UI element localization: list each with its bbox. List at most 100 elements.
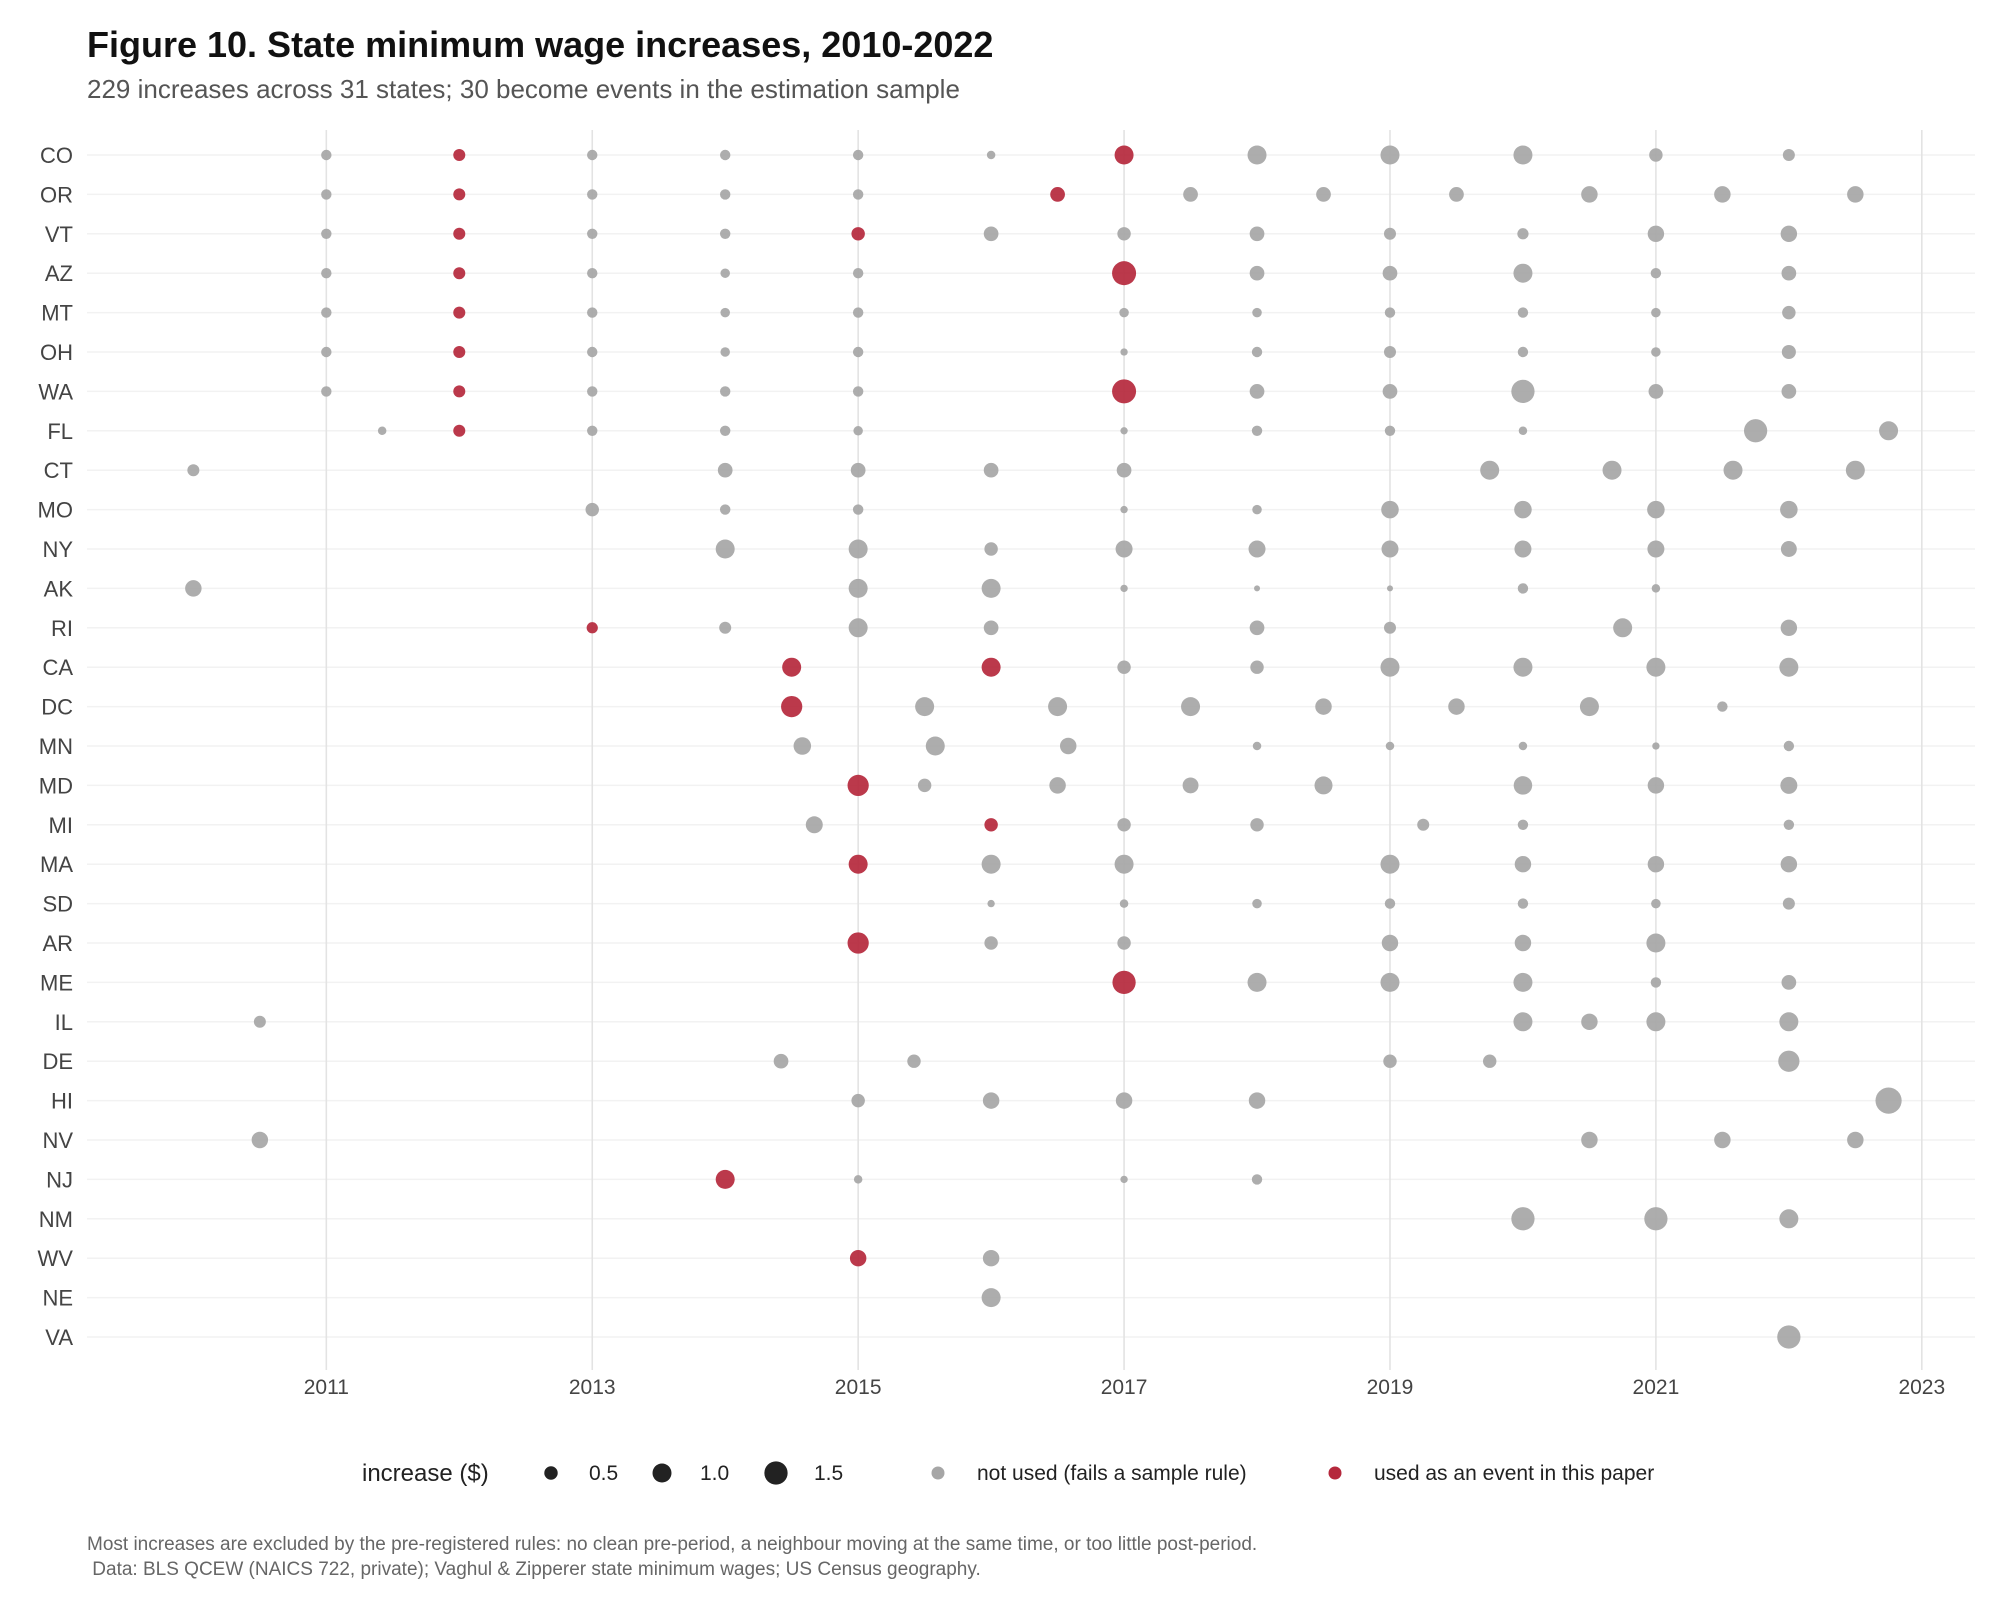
point-not-used — [587, 228, 598, 240]
point-not-used — [1517, 307, 1529, 318]
point-not-used — [773, 1053, 789, 1069]
point-not-used — [1048, 697, 1068, 717]
point-not-used — [1723, 460, 1743, 480]
point-not-used — [1251, 346, 1263, 358]
point-not-used — [1651, 347, 1661, 357]
point-not-used — [720, 347, 730, 357]
point-not-used — [1382, 384, 1398, 399]
point-not-used — [321, 228, 332, 240]
point-not-used — [1651, 584, 1661, 593]
x-tick-label: 2023 — [1898, 1376, 1945, 1399]
size-legend-label: 1.0 — [700, 1462, 729, 1485]
point-used — [453, 345, 466, 359]
y-tick-label: OH — [40, 340, 73, 365]
point-not-used — [1449, 187, 1464, 202]
point-not-used — [321, 149, 332, 161]
point-not-used — [1514, 500, 1532, 519]
point-not-used — [1780, 855, 1798, 873]
y-tick-label: IL — [55, 1010, 73, 1035]
point-not-used — [1480, 460, 1500, 480]
point-not-used — [852, 307, 864, 318]
point-used — [453, 424, 466, 437]
point-not-used — [1513, 263, 1533, 283]
point-not-used — [1778, 1050, 1800, 1072]
point-not-used — [1517, 819, 1529, 831]
point-not-used — [1381, 500, 1399, 519]
point-not-used — [1647, 855, 1665, 873]
point-used — [851, 227, 865, 241]
point-used — [848, 854, 868, 874]
point-not-used — [1513, 1012, 1533, 1032]
point-not-used — [1380, 145, 1400, 165]
point-not-used — [1513, 145, 1533, 165]
point-not-used — [1644, 1207, 1668, 1231]
point-not-used — [1652, 742, 1660, 750]
color-legend-label: used as an event in this paper — [1374, 1462, 1654, 1485]
point-not-used — [1743, 419, 1768, 443]
y-tick-label: NY — [42, 537, 73, 562]
point-not-used — [981, 854, 1001, 874]
point-not-used — [321, 267, 332, 279]
y-tick-label: WA — [38, 379, 73, 404]
point-not-used — [984, 542, 998, 556]
point-not-used — [1782, 305, 1796, 320]
point-not-used — [852, 267, 864, 279]
point-not-used — [1514, 934, 1532, 952]
point-not-used — [925, 736, 945, 756]
point-used — [453, 385, 466, 398]
y-tick-label: HI — [51, 1089, 73, 1114]
chart-caption: Most increases are excluded by the pre-r… — [87, 1532, 1257, 1582]
point-not-used — [983, 620, 999, 636]
point-not-used — [1249, 384, 1265, 399]
point-not-used — [1511, 379, 1535, 404]
point-not-used — [1581, 186, 1598, 203]
color-legend-label: not used (fails a sample rule) — [977, 1462, 1247, 1485]
point-not-used — [915, 697, 935, 717]
point-not-used — [1448, 698, 1465, 715]
point-used — [1112, 379, 1137, 404]
point-not-used — [321, 307, 332, 318]
point-not-used — [1120, 1175, 1128, 1184]
point-not-used — [1250, 660, 1264, 674]
point-not-used — [717, 462, 733, 478]
point-not-used — [1383, 1054, 1397, 1068]
point-not-used — [1117, 227, 1131, 241]
point-not-used — [850, 462, 866, 478]
y-tick-label: MI — [49, 813, 73, 838]
point-not-used — [1646, 933, 1666, 953]
point-not-used — [719, 425, 731, 437]
point-not-used — [1579, 697, 1599, 717]
y-tick-label: NV — [42, 1128, 73, 1153]
point-not-used — [185, 580, 202, 597]
point-not-used — [1517, 898, 1529, 909]
point-not-used — [1382, 265, 1398, 281]
point-not-used — [848, 578, 868, 598]
point-not-used — [848, 539, 868, 559]
point-not-used — [1648, 384, 1664, 399]
size-legend-key — [652, 1463, 672, 1483]
point-not-used — [587, 386, 598, 397]
point-not-used — [587, 346, 598, 358]
point-not-used — [1381, 540, 1399, 558]
y-tick-label: RI — [51, 616, 73, 641]
point-not-used — [585, 502, 599, 517]
point-not-used — [1650, 267, 1662, 279]
point-not-used — [1781, 975, 1797, 990]
point-not-used — [1252, 504, 1262, 515]
point-not-used — [1513, 776, 1533, 795]
point-not-used — [1380, 854, 1400, 874]
point-not-used — [1384, 898, 1396, 909]
point-used — [849, 1249, 867, 1267]
point-used — [847, 774, 869, 797]
y-tick-label: NJ — [46, 1167, 73, 1192]
point-not-used — [1646, 1012, 1666, 1032]
y-axis-labels: CO OR VT AZ MT OH WA FL CT MO NY AK RI CA DC MN MD MI MA SD… — [38, 143, 74, 1350]
point-not-used — [1650, 977, 1662, 988]
point-not-used — [1383, 227, 1396, 240]
point-not-used — [1249, 265, 1265, 281]
point-not-used — [1120, 505, 1128, 514]
point-not-used — [1779, 1209, 1799, 1229]
point-not-used — [1250, 818, 1264, 832]
point-not-used — [321, 189, 332, 200]
point-not-used — [981, 578, 1001, 598]
